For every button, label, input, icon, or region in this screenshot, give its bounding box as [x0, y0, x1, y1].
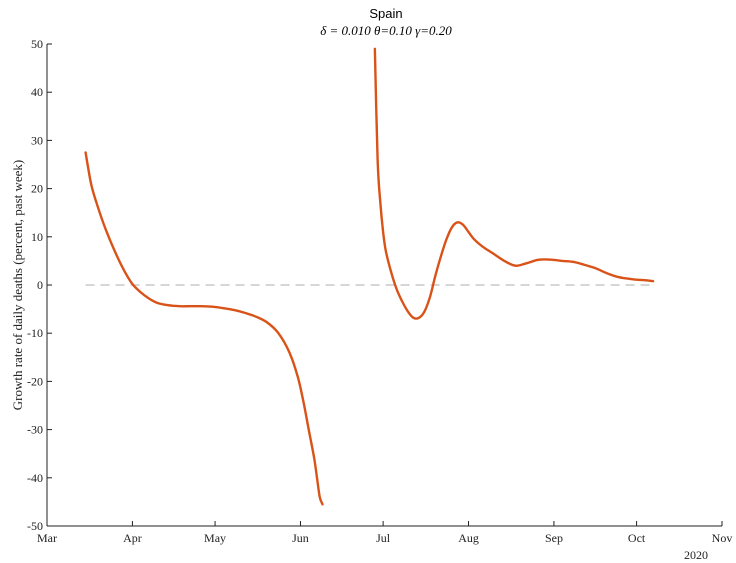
x-tick-label: Sep	[545, 531, 563, 545]
x-axis-year-label: 2020	[684, 548, 708, 562]
x-tick-label: Jul	[376, 531, 391, 545]
series-line-segment-1	[84, 151, 324, 506]
x-tick-label: Apr	[123, 531, 142, 545]
x-tick-label: May	[204, 531, 226, 545]
y-tick-label: 50	[31, 37, 43, 51]
chart-title: Spain	[369, 6, 402, 21]
y-tick-label: -30	[27, 423, 43, 437]
y-axis-label: Growth rate of daily deaths (percent, pa…	[10, 160, 25, 411]
series-line-segment-2	[373, 47, 655, 320]
chart-subtitle: δ = 0.010 θ=0.10 γ=0.20	[320, 23, 452, 38]
y-tick-label: 10	[31, 230, 43, 244]
y-tick-label: 30	[31, 133, 43, 147]
x-tick-label: Nov	[712, 531, 733, 545]
y-tick-label: -50	[27, 519, 43, 533]
y-tick-label: -40	[27, 471, 43, 485]
y-tick-label: -20	[27, 374, 43, 388]
x-tick-label: Mar	[37, 531, 57, 545]
y-tick-label: -10	[27, 326, 43, 340]
x-tick-label: Jun	[292, 531, 309, 545]
y-tick-label: 20	[31, 182, 43, 196]
y-tick-label: 0	[37, 278, 43, 292]
plot-area	[84, 47, 655, 506]
x-tick-label: Oct	[628, 531, 646, 545]
y-tick-label: 40	[31, 85, 43, 99]
x-tick-label: Aug	[458, 531, 479, 545]
axes: -50 -40 -30 -20 -10 0 10 20 30 40 50 Mar Apr May Jun Ju…	[27, 37, 732, 545]
